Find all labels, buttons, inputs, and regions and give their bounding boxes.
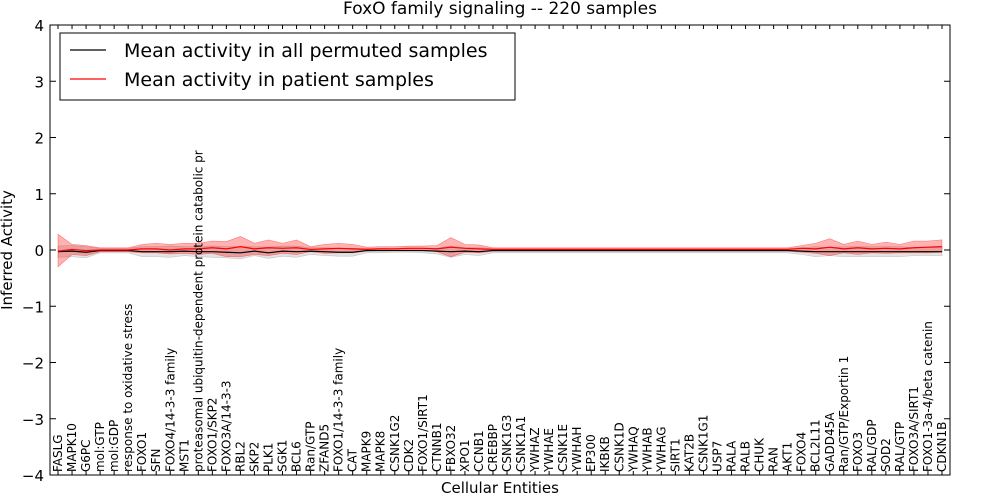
x-tick-label: CSNK1E bbox=[556, 424, 570, 472]
x-tick-label: CDK2 bbox=[402, 439, 416, 472]
line-series-0 bbox=[57, 249, 942, 254]
x-tick-label: EP300 bbox=[584, 434, 598, 472]
x-tick-label: FOXO4 bbox=[795, 432, 809, 472]
x-tick-label: CCNB1 bbox=[472, 430, 486, 472]
x-tick-label: FOXO1/SIRT1 bbox=[416, 394, 430, 472]
y-tick-label: 0 bbox=[34, 242, 44, 260]
x-tick-label: FOXO3A/14-3-3 bbox=[219, 380, 233, 472]
x-tick-label: CTNNB1 bbox=[430, 422, 444, 472]
x-tick-label: RBL2 bbox=[233, 441, 247, 472]
y-tick-label: 2 bbox=[34, 130, 44, 148]
y-tick-label: −2 bbox=[22, 355, 44, 373]
x-tick-label: MAPK8 bbox=[374, 431, 388, 472]
x-tick-label: YWHAQ bbox=[626, 426, 640, 473]
x-tick-label: YWHAG bbox=[654, 426, 668, 473]
x-tick-label: RAN bbox=[767, 447, 781, 472]
y-tick-label: 3 bbox=[34, 73, 44, 91]
y-tick-label: 1 bbox=[34, 186, 44, 204]
x-tick-label: SIRT1 bbox=[668, 438, 682, 472]
x-tick-label: IKBKB bbox=[598, 436, 612, 472]
x-tick-label: SOD2 bbox=[879, 438, 893, 472]
x-tick-label: RAL/GTP bbox=[893, 422, 907, 472]
x-tick-label: KAT2B bbox=[682, 434, 696, 472]
x-tick-label: BCL6 bbox=[290, 441, 304, 472]
y-tick-label: −4 bbox=[22, 467, 44, 485]
x-axis-ticks: FASLG MAPK10 G6PC mol:GTP mol:GDP response to… bbox=[51, 25, 949, 475]
x-tick-label: FOXO1 bbox=[135, 432, 149, 472]
x-tick-label: YWHAZ bbox=[528, 427, 542, 473]
x-tick-label: CSNK1G3 bbox=[500, 415, 514, 472]
x-tick-label: FOXO1/14-3-3 family bbox=[332, 348, 346, 472]
x-tick-label: PLK1 bbox=[261, 443, 275, 472]
x-tick-label: FBXO32 bbox=[444, 425, 458, 472]
x-axis-label: Cellular Entities bbox=[441, 479, 559, 497]
x-tick-label: GADD45A bbox=[823, 412, 837, 472]
series-lines bbox=[57, 246, 943, 254]
y-tick-label: −3 bbox=[22, 411, 44, 429]
legend-label-patient: Mean activity in patient samples bbox=[124, 69, 434, 91]
chart-title: FoxO family signaling -- 220 samples bbox=[343, 0, 657, 19]
x-tick-label: BCL2L11 bbox=[809, 419, 823, 472]
x-tick-label: MST1 bbox=[177, 439, 191, 472]
x-tick-label: mol:GTP bbox=[93, 422, 107, 472]
x-tick-label: RAL/GDP bbox=[865, 419, 879, 472]
legend-label-permuted: Mean activity in all permuted samples bbox=[124, 40, 487, 62]
x-tick-label: RALA bbox=[725, 440, 739, 472]
x-tick-label: MAPK10 bbox=[65, 423, 79, 472]
x-tick-label: response to oxidative stress bbox=[121, 304, 135, 472]
x-tick-label: CSNK1G2 bbox=[388, 415, 402, 472]
x-tick-label: SGK1 bbox=[276, 440, 290, 472]
x-tick-label: AKT1 bbox=[781, 442, 795, 472]
plot-frame bbox=[49, 24, 951, 476]
x-tick-label: RALB bbox=[739, 441, 753, 472]
x-tick-label: CDKN1B bbox=[935, 422, 949, 472]
x-tick-label: FOXO4/14-3-3 family bbox=[163, 348, 177, 472]
x-tick-label: G6PC bbox=[79, 439, 93, 472]
x-tick-label: MAPK9 bbox=[360, 431, 374, 472]
x-tick-label: ZFAND5 bbox=[318, 424, 332, 472]
x-tick-label: Ran/GTP/Exportin 1 bbox=[837, 356, 851, 472]
y-axis-ticks: 4 3 2 1 0 −1 −2 −3 −4 bbox=[22, 17, 950, 485]
x-tick-label: proteasomal ubiquitin-dependent protein … bbox=[191, 150, 205, 472]
x-tick-label: CAT bbox=[346, 448, 360, 472]
y-tick-label: 4 bbox=[34, 17, 44, 35]
x-tick-label: USP7 bbox=[710, 441, 724, 472]
y-tick-label: −1 bbox=[22, 298, 44, 316]
x-tick-label: YWHAH bbox=[570, 427, 584, 473]
x-tick-label: FASLG bbox=[51, 434, 65, 472]
x-tick-label: Ran/GTP bbox=[304, 421, 318, 472]
x-tick-label: SFN bbox=[149, 448, 163, 472]
x-tick-label: FOXO1-3a-4/beta catenin bbox=[921, 321, 935, 472]
x-tick-label: FOXO3A/SIRT1 bbox=[907, 386, 921, 472]
x-tick-label: FOXO1/SKP2 bbox=[205, 397, 219, 472]
x-tick-label: YWHAB bbox=[640, 427, 654, 473]
x-tick-label: YWHAE bbox=[542, 428, 556, 473]
y-axis-label: Inferred Activity bbox=[0, 190, 16, 310]
x-tick-label: CSNK1A1 bbox=[514, 416, 528, 472]
x-tick-label: CSNK1D bbox=[612, 422, 626, 472]
x-tick-label: mol:GDP bbox=[107, 420, 121, 472]
x-tick-label: CHUK bbox=[753, 437, 767, 472]
x-tick-label: FOXO3 bbox=[851, 432, 865, 472]
legend: Mean activity in all permuted samples Me… bbox=[59, 32, 516, 101]
legend-box bbox=[59, 32, 516, 101]
x-tick-label: XPO1 bbox=[458, 439, 472, 472]
x-tick-label: CSNK1G1 bbox=[696, 415, 710, 472]
x-tick-label: CREBBP bbox=[486, 424, 500, 472]
x-tick-label: SKP2 bbox=[247, 442, 261, 472]
line-series-1 bbox=[57, 246, 943, 252]
